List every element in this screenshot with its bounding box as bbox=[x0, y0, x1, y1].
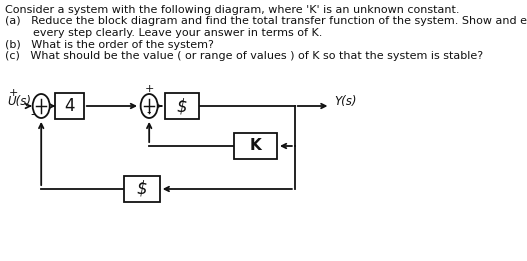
Text: 4: 4 bbox=[64, 97, 75, 115]
Text: $: $ bbox=[137, 180, 148, 198]
Text: K: K bbox=[250, 139, 261, 153]
Text: -: - bbox=[147, 106, 151, 120]
Text: U(s): U(s) bbox=[7, 96, 31, 109]
Text: $: $ bbox=[177, 97, 187, 115]
Text: -: - bbox=[31, 109, 35, 122]
Text: (a)   Reduce the block diagram and find the total transfer function of the syste: (a) Reduce the block diagram and find th… bbox=[5, 16, 527, 27]
Text: +: + bbox=[144, 84, 154, 94]
Circle shape bbox=[141, 94, 158, 118]
Text: (c)   What should be the value ( or range of values ) of K so that the system is: (c) What should be the value ( or range … bbox=[5, 51, 483, 61]
Circle shape bbox=[33, 94, 50, 118]
Text: Consider a system with the following diagram, where 'K' is an unknown constant.: Consider a system with the following dia… bbox=[5, 5, 460, 15]
Bar bbox=[55, 93, 84, 119]
Text: Y(s): Y(s) bbox=[334, 96, 356, 109]
Text: +: + bbox=[9, 88, 18, 98]
Bar bbox=[165, 93, 199, 119]
Bar bbox=[235, 133, 277, 159]
Text: (b)   What is the order of the system?: (b) What is the order of the system? bbox=[5, 39, 214, 50]
Text: every step clearly. Leave your answer in terms of K.: every step clearly. Leave your answer in… bbox=[5, 28, 323, 38]
Bar bbox=[124, 176, 160, 202]
